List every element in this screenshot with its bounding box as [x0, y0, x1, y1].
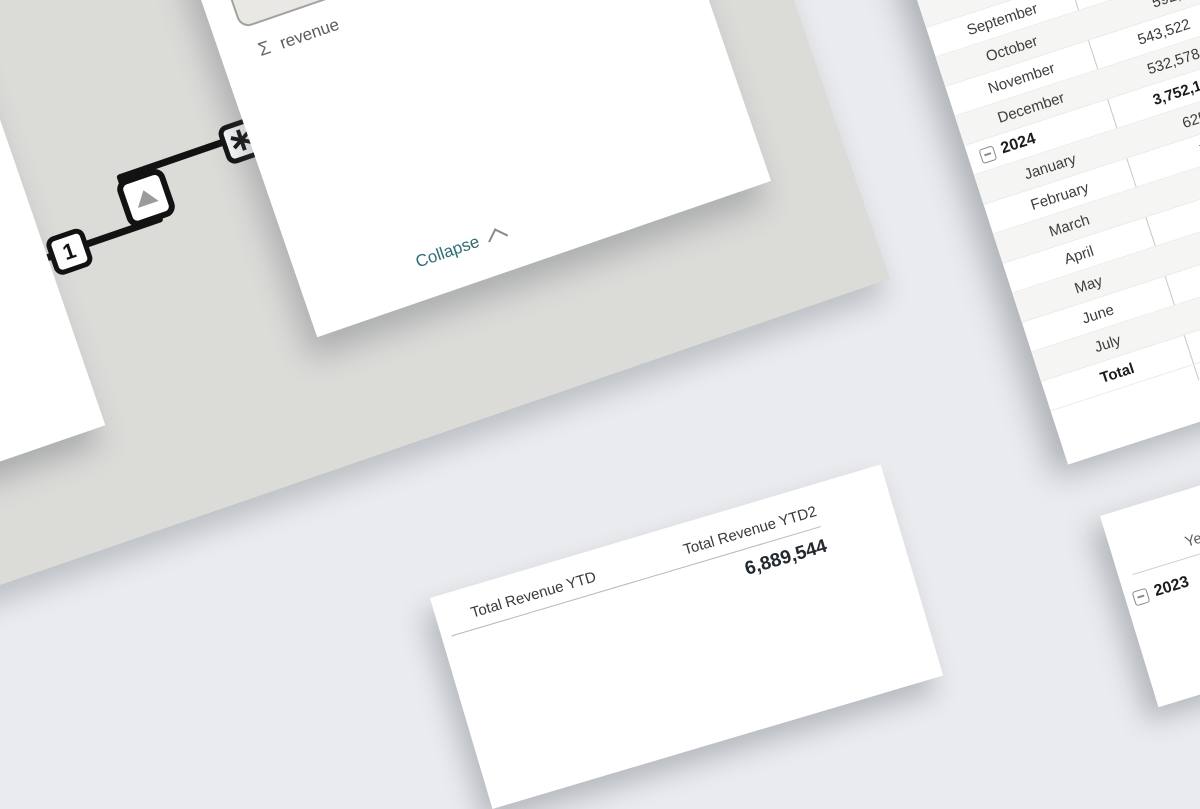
- collapse-label: Collapse: [413, 231, 482, 272]
- collapse-link[interactable]: Collapse: [413, 224, 509, 272]
- table-row-year-2023[interactable]: 2023: [1131, 573, 1191, 607]
- measure-label: revenue: [277, 14, 342, 53]
- collapse-toggle-icon[interactable]: [1131, 587, 1151, 606]
- collapse-toggle-icon[interactable]: [978, 144, 998, 164]
- revenue-ytd-card: Total Revenue YTD Total Revenue YTD2 6,8…: [430, 464, 944, 809]
- year-label: 2023: [1152, 573, 1192, 600]
- cross-filter-arrow-icon: [132, 186, 159, 208]
- matrix-rows: September October 592, November 543,522 …: [907, 0, 1200, 412]
- field-pill-paid-at[interactable]: paid_at: [226, 0, 510, 30]
- chevron-up-icon: [488, 227, 509, 248]
- year-label: 2024: [998, 130, 1038, 158]
- measure-row-revenue[interactable]: Σ revenue: [255, 14, 342, 62]
- cardinality-one-label: 1: [59, 237, 80, 266]
- year-column-header: Year: [1125, 508, 1200, 576]
- year-matrix-panel: Year 2023 January: [1100, 439, 1200, 708]
- sigma-icon: Σ: [255, 37, 274, 62]
- matrix-visual-panel: September October 592, November 543,522 …: [895, 0, 1200, 465]
